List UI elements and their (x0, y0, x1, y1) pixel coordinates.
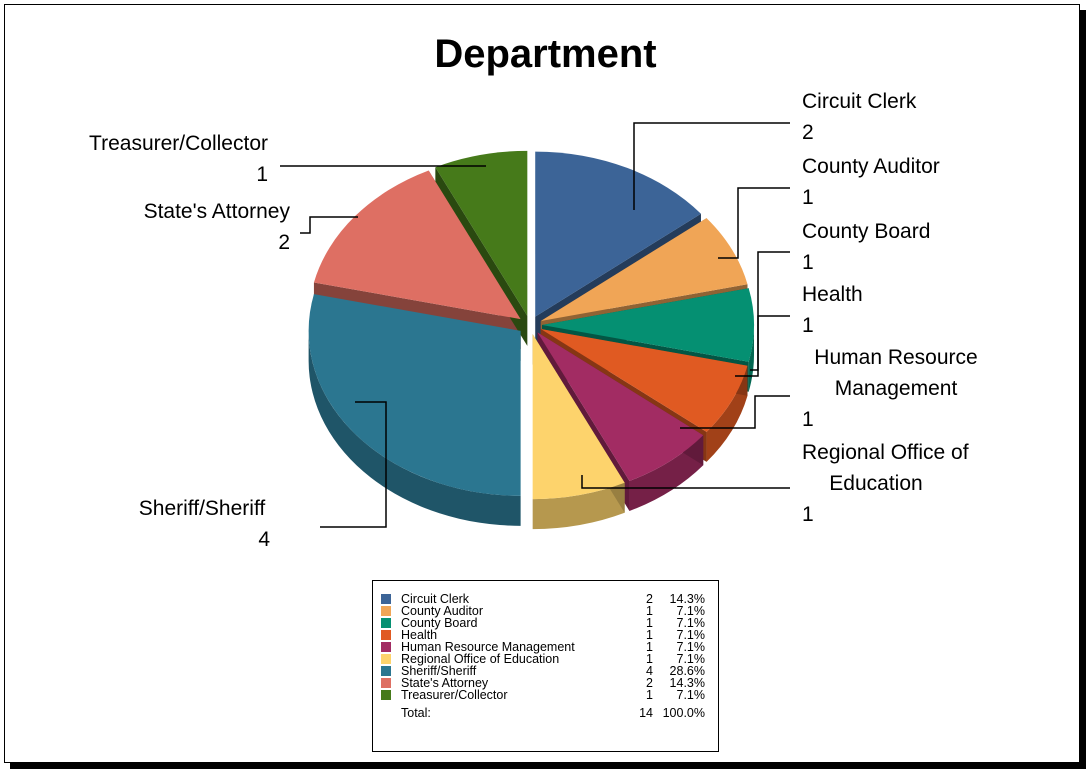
pie-slice-treasurer-collector (435, 150, 528, 316)
pie-side-5 (532, 482, 625, 530)
legend-row: Circuit Clerk 2 14.3% (381, 593, 711, 605)
callout-label: Health (802, 283, 863, 306)
legend-count: 1 (646, 688, 653, 702)
pie-side-4 (629, 435, 704, 511)
legend-label: Human Resource Management (401, 640, 575, 654)
leader-lines (280, 122, 790, 528)
legend-label: County Auditor (401, 604, 483, 618)
callout-label: 2 (802, 121, 814, 144)
legend-label: Health (401, 628, 438, 642)
legend-count: 1 (646, 604, 653, 618)
callout-label: County Auditor (802, 155, 940, 178)
callout-labels: Circuit Clerk 2 County Auditor 1 County Boar… (89, 90, 978, 551)
legend-percent: 7.1% (676, 652, 706, 666)
leader-line-6 (320, 401, 387, 528)
legend-row: Health 1 7.1% (381, 629, 711, 641)
legend-row: Sheriff/Sheriff 4 28.6% (381, 665, 711, 677)
legend-swatch (381, 618, 391, 628)
legend-swatch (381, 690, 391, 700)
pie-slice-regional-office-of-education (532, 334, 625, 500)
legend-row: County Auditor 1 7.1% (381, 605, 711, 617)
legend-label: Regional Office of Education (401, 652, 560, 666)
legend-count: 1 (646, 640, 653, 654)
legend-count: 1 (646, 616, 653, 630)
pie-side-6 (308, 330, 521, 526)
legend-percent: 28.6% (669, 664, 705, 678)
chart-title: Department (434, 32, 657, 76)
callout-label: Management (835, 377, 958, 400)
leader-line-0 (633, 122, 790, 210)
legend-swatch (381, 666, 391, 676)
callout-label: 2 (278, 231, 290, 254)
pie-slice-county-auditor (540, 218, 748, 321)
legend-count: 1 (646, 652, 653, 666)
legend-total-row: Total: 14 100.0% (381, 706, 711, 720)
pie-side-3 (706, 365, 748, 462)
legend-total-count: 14 (639, 706, 653, 720)
legend-total-percent: 100.0% (662, 706, 705, 720)
callout-label: 1 (802, 186, 814, 209)
pie-slice-circuit-clerk (535, 151, 701, 317)
pie-side-2 (748, 325, 754, 392)
legend-percent: 7.1% (676, 616, 706, 630)
pie-slice-county-board (542, 288, 754, 362)
leader-line-1 (718, 187, 790, 259)
callout-label: Human Resource (814, 346, 977, 369)
legend-total-label: Total: (401, 706, 431, 720)
leader-line-5 (581, 475, 790, 489)
callout-label: 1 (802, 251, 814, 274)
pie-slice-health (540, 329, 748, 432)
legend-count: 2 (646, 676, 653, 690)
legend-row: Human Resource Management 1 7.1% (381, 641, 711, 653)
callout-label: Circuit Clerk (802, 90, 917, 113)
leader-line-2 (750, 251, 790, 371)
callout-label: 4 (258, 528, 270, 551)
legend-label: State's Attorney (401, 676, 489, 690)
legend-count: 4 (646, 664, 653, 678)
legend-row: Regional Office of Education 1 7.1% (381, 653, 711, 665)
legend-label: Treasurer/Collector (401, 688, 508, 702)
legend-label: County Board (401, 616, 478, 630)
leader-line-3 (735, 315, 790, 377)
legend-count: 2 (646, 592, 653, 606)
callout-label: Education (829, 472, 922, 495)
pie-slice-human-resource-management (537, 332, 704, 481)
legend-swatch (381, 630, 391, 640)
callout-label: 1 (802, 503, 814, 526)
callout-label: Treasurer/Collector (89, 132, 268, 155)
legend-swatch (381, 606, 391, 616)
legend-percent: 14.3% (669, 592, 705, 606)
legend-swatch (381, 594, 391, 604)
callout-label: State's Attorney (144, 200, 291, 223)
callout-label: Sheriff/Sheriff (139, 497, 266, 520)
legend-percent: 7.1% (676, 688, 706, 702)
pie-slice-sheriff-sheriff (308, 294, 521, 496)
callout-label: 1 (802, 314, 814, 337)
legend-label: Sheriff/Sheriff (401, 664, 477, 678)
leader-line-4 (680, 395, 790, 429)
leader-line-7 (300, 216, 358, 234)
legend-label: Circuit Clerk (401, 592, 470, 606)
legend-row: County Board 1 7.1% (381, 617, 711, 629)
legend: Circuit Clerk 2 14.3% County Auditor 1 7.1% Co… (372, 580, 719, 752)
pie-tops (308, 150, 754, 500)
callout-label: Regional Office of (802, 441, 969, 464)
legend-count: 1 (646, 628, 653, 642)
legend-row: State's Attorney 2 14.3% (381, 677, 711, 689)
callout-label: 1 (256, 163, 268, 186)
legend-swatch (381, 654, 391, 664)
pie-slice-state-s-attorney (313, 170, 521, 320)
callout-label: County Board (802, 220, 930, 243)
legend-percent: 14.3% (669, 676, 705, 690)
legend-percent: 7.1% (676, 628, 706, 642)
legend-percent: 7.1% (676, 640, 706, 654)
legend-percent: 7.1% (676, 604, 706, 618)
legend-swatch (381, 678, 391, 688)
legend-row: Treasurer/Collector 1 7.1% (381, 689, 711, 701)
legend-swatch (381, 642, 391, 652)
callout-label: 1 (802, 408, 814, 431)
